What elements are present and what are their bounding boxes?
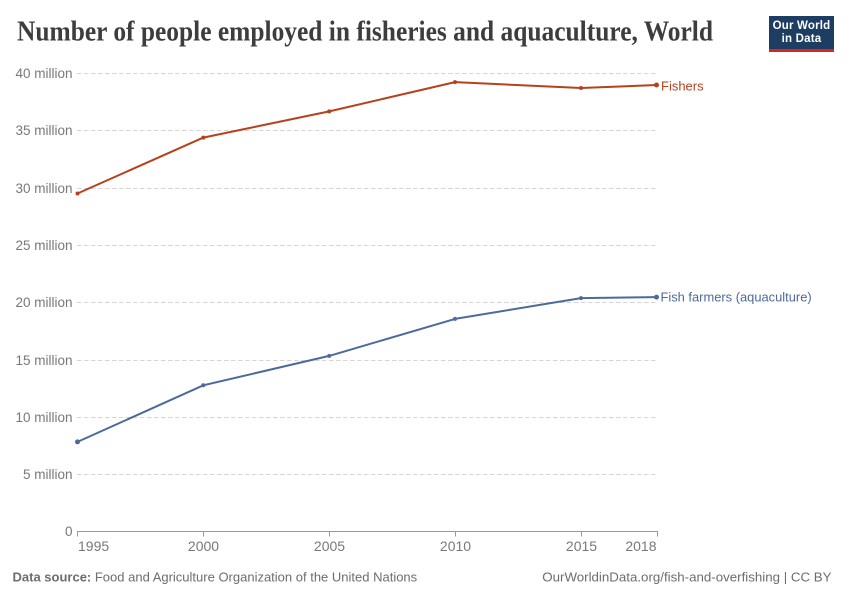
svg-text:0: 0: [65, 524, 73, 539]
svg-text:2000: 2000: [188, 538, 219, 554]
svg-text:25 million: 25 million: [15, 238, 72, 253]
svg-text:Data source: Food and Agricult: Data source: Food and Agriculture Organi…: [13, 569, 418, 584]
svg-text:2018: 2018: [625, 538, 656, 554]
svg-text:2015: 2015: [566, 538, 597, 554]
svg-text:Fish farmers (aquaculture): Fish farmers (aquaculture): [661, 290, 812, 305]
svg-text:Fishers: Fishers: [661, 79, 704, 94]
svg-text:1995: 1995: [78, 538, 109, 554]
svg-text:35 million: 35 million: [15, 123, 72, 138]
svg-text:2005: 2005: [314, 538, 345, 554]
svg-text:Number of people employed in f: Number of people employed in fisheries a…: [17, 16, 713, 48]
svg-text:10 million: 10 million: [15, 410, 72, 425]
svg-text:20 million: 20 million: [15, 295, 72, 310]
svg-text:OurWorldinData.org/fish-and-ov: OurWorldinData.org/fish-and-overfishing …: [542, 569, 831, 584]
svg-text:5 million: 5 million: [23, 467, 73, 482]
svg-text:30 million: 30 million: [15, 181, 72, 196]
svg-text:15 million: 15 million: [15, 353, 72, 368]
svg-text:2010: 2010: [440, 538, 471, 554]
svg-text:40 million: 40 million: [15, 66, 72, 81]
